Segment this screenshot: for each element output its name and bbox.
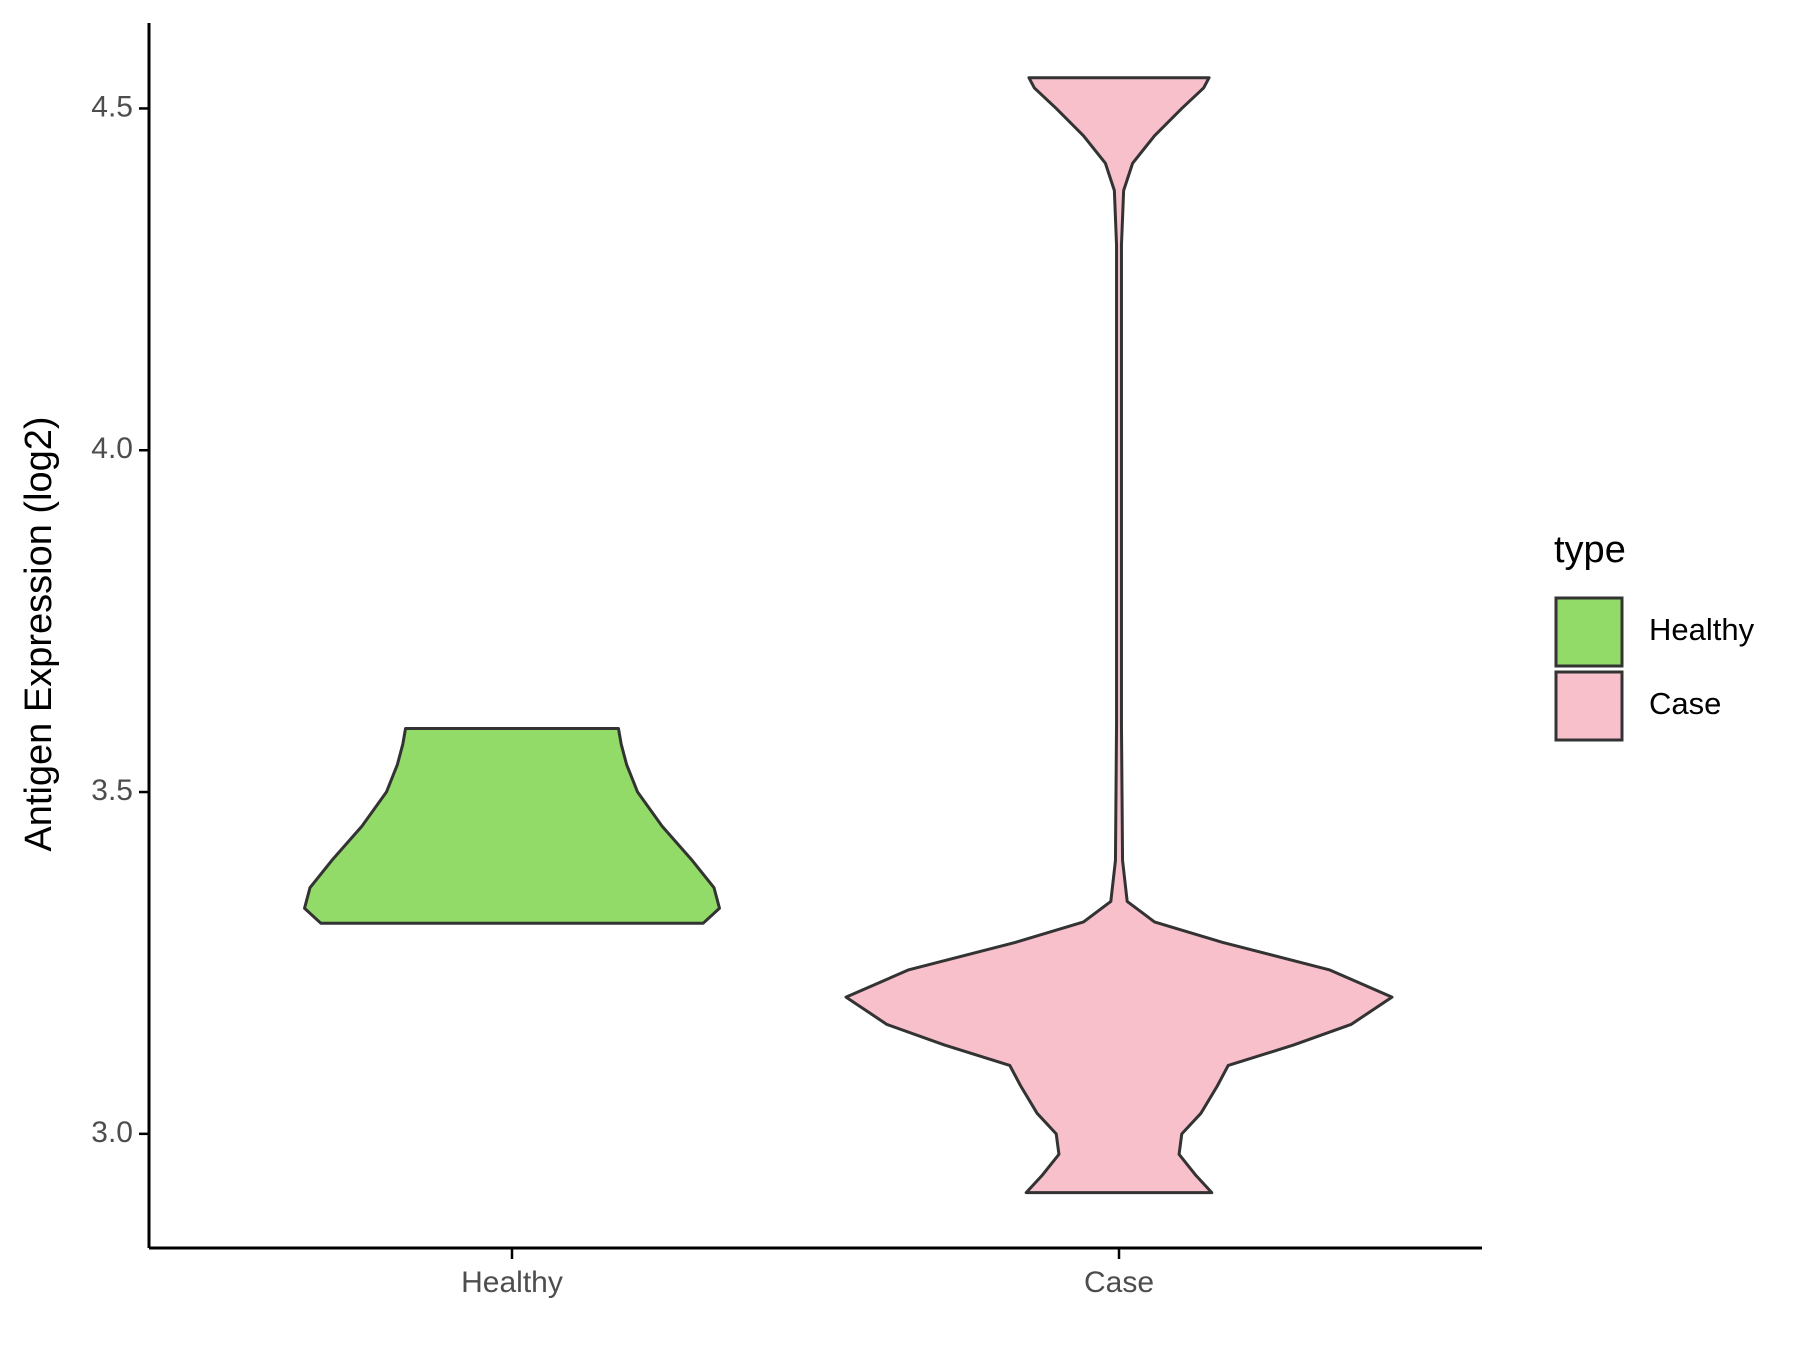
- y-axis-label: Antigen Expression (log2): [18, 416, 60, 851]
- y-tick-label: 3.5: [91, 774, 133, 807]
- y-tick-label: 4.0: [91, 432, 133, 465]
- legend-title: type: [1554, 529, 1626, 571]
- legend-key: [1554, 670, 1624, 742]
- x-tick-label: Case: [1084, 1266, 1154, 1299]
- legend-label: Healthy: [1649, 612, 1755, 647]
- y-tick-label: 3.0: [91, 1116, 133, 1149]
- violin: [844, 76, 1394, 1195]
- y-tick-label: 4.5: [91, 90, 133, 123]
- legend-key: [1554, 596, 1624, 668]
- violin: [303, 726, 721, 925]
- legend-label: Case: [1649, 686, 1721, 721]
- x-tick-label: Healthy: [461, 1266, 563, 1299]
